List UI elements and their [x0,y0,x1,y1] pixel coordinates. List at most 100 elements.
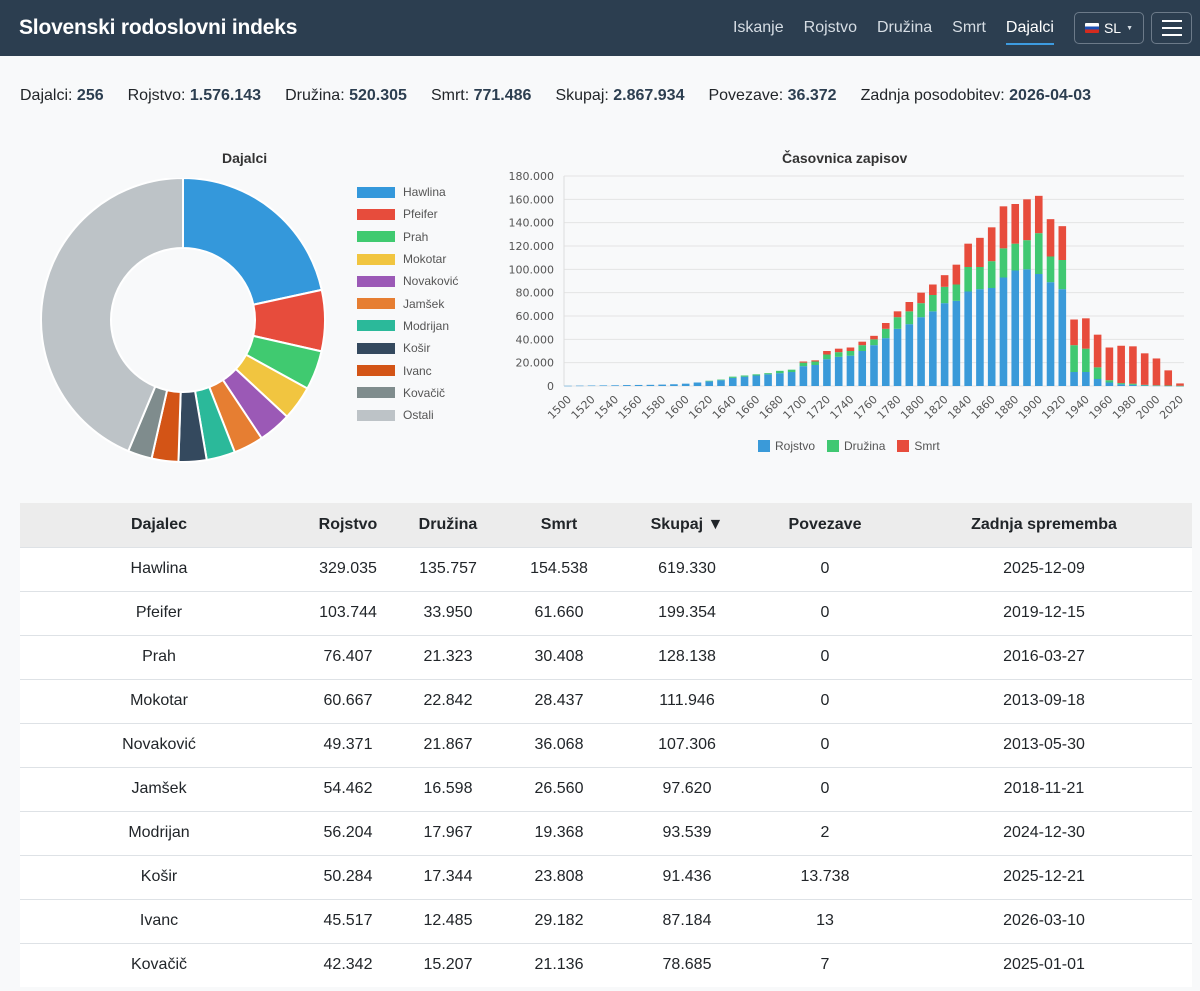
donut-slice-ostali[interactable] [40,178,184,453]
bar-rojstvo-1560[interactable] [634,384,643,386]
bar-smrt-1820[interactable] [940,275,949,287]
legend-item[interactable]: Košir [357,337,458,359]
th-zadnja-sprememba[interactable]: Zadnja sprememba [896,503,1192,547]
bar-družina-2010[interactable] [1164,385,1173,387]
bar-rojstvo-1550[interactable] [623,385,631,386]
legend-druzina[interactable]: Družina [827,439,885,453]
bar-smrt-2000[interactable] [1152,358,1161,386]
donut-slice-hawlina[interactable] [182,178,323,306]
bar-družina-1630[interactable] [717,379,725,381]
bar-družina-1620[interactable] [705,380,714,382]
th-druzina[interactable]: Družina [398,503,498,547]
bar-smrt-1850[interactable] [976,237,984,267]
bar-družina-1650[interactable] [740,375,749,377]
bar-rojstvo-1510[interactable] [575,385,584,387]
bar-smrt-1900[interactable] [1034,195,1043,234]
bar-smrt-2010[interactable] [1164,370,1173,386]
bar-rojstvo-1960[interactable] [1105,382,1114,387]
bar-rojstvo-1670[interactable] [764,374,772,386]
bar-družina-1710[interactable] [811,361,819,366]
bar-družina-1670[interactable] [764,373,772,375]
bar-smrt-1910[interactable] [1046,219,1055,257]
bar-družina-1750[interactable] [858,345,867,351]
bar-družina-1780[interactable] [893,317,902,329]
bar-rojstvo-1620[interactable] [705,381,714,386]
nav-link-dajalci[interactable]: Dajalci [1005,11,1054,45]
bar-rojstvo-1590[interactable] [670,384,678,386]
bar-rojstvo-1640[interactable] [728,377,737,386]
legend-item[interactable]: Jamšek [357,292,458,314]
bar-družina-2020[interactable] [1176,385,1184,387]
bar-družina-1730[interactable] [834,352,843,357]
bar-družina-1870[interactable] [999,248,1008,278]
nav-link-iskanje[interactable]: Iskanje [732,19,784,36]
bar-smrt-1990[interactable] [1140,353,1149,385]
legend-item[interactable]: Ivanc [357,359,458,381]
bar-rojstvo-1610[interactable] [693,382,702,387]
bar-družina-1850[interactable] [976,267,984,290]
th-dajalec[interactable]: Dajalec [20,503,298,547]
bar-smrt-1790[interactable] [905,302,914,312]
bar-rojstvo-1870[interactable] [999,277,1008,387]
bar-rojstvo-1860[interactable] [987,288,996,386]
bar-rojstvo-1940[interactable] [1082,372,1090,386]
bar-smrt-1730[interactable] [834,348,843,353]
legend-smrt[interactable]: Smrt [897,439,940,453]
bar-rojstvo-1800[interactable] [917,317,925,386]
donor-name-cell[interactable]: Prah [20,634,298,679]
legend-item[interactable]: Kovačič [357,382,458,404]
bar-rojstvo-1930[interactable] [1070,372,1078,386]
bar-smrt-1980[interactable] [1129,346,1137,384]
bar-družina-1810[interactable] [929,295,937,312]
donor-name-cell[interactable]: Novaković [20,722,298,767]
bar-rojstvo-1730[interactable] [834,356,843,386]
legend-item[interactable]: Novaković [357,270,458,292]
donor-name-cell[interactable]: Košir [20,854,298,899]
bar-smrt-1810[interactable] [929,284,937,296]
bar-rojstvo-1820[interactable] [940,303,949,386]
bar-rojstvo-1700[interactable] [799,366,808,386]
bar-rojstvo-1910[interactable] [1046,282,1055,386]
donor-name-cell[interactable]: Jamšek [20,766,298,811]
bar-rojstvo-2000[interactable] [1152,385,1161,387]
bar-družina-2000[interactable] [1152,385,1161,386]
bar-družina-1990[interactable] [1140,384,1149,386]
th-skupaj[interactable]: Skupaj ▼ [620,503,754,547]
donor-name-cell[interactable]: Modrijan [20,810,298,855]
bar-družina-1960[interactable] [1105,380,1114,383]
donor-name-cell[interactable]: Hawlina [20,546,298,591]
th-rojstvo[interactable]: Rojstvo [298,503,398,547]
donor-name-cell[interactable]: Ivanc [20,898,298,943]
bar-smrt-1830[interactable] [952,264,961,285]
bar-smrt-1940[interactable] [1082,318,1090,349]
legend-item[interactable]: Modrijan [357,315,458,337]
bar-družina-1740[interactable] [846,351,855,356]
bar-rojstvo-1650[interactable] [740,376,749,386]
legend-item[interactable]: Hawlina [357,181,458,203]
bar-družina-1790[interactable] [905,311,914,325]
nav-link-druzina[interactable]: Družina [877,19,933,36]
bar-rojstvo-1970[interactable] [1117,384,1125,386]
bar-družina-1820[interactable] [940,286,949,304]
bar-družina-1890[interactable] [1023,240,1031,270]
bar-rojstvo-1810[interactable] [929,311,937,386]
bar-rojstvo-1500[interactable] [564,385,572,387]
legend-item[interactable]: Mokotar [357,248,458,270]
bar-družina-1700[interactable] [799,362,808,367]
bar-rojstvo-1830[interactable] [952,300,961,386]
nav-link-rojstvo[interactable]: Rojstvo [803,19,857,36]
bar-smrt-1870[interactable] [999,206,1008,249]
legend-item[interactable]: Prah [357,226,458,248]
bar-rojstvo-1720[interactable] [823,359,831,386]
bar-smrt-1890[interactable] [1023,199,1031,241]
bar-družina-1720[interactable] [823,354,831,360]
bar-družina-1900[interactable] [1034,233,1043,274]
bar-družina-1840[interactable] [964,267,972,292]
bar-družina-1830[interactable] [952,284,961,301]
bar-smrt-1860[interactable] [987,227,996,262]
bar-smrt-1740[interactable] [846,347,855,352]
hamburger-menu-button[interactable] [1151,12,1192,44]
bar-smrt-1800[interactable] [917,292,925,304]
bar-rojstvo-1780[interactable] [893,328,902,386]
bar-smrt-1840[interactable] [964,243,972,267]
